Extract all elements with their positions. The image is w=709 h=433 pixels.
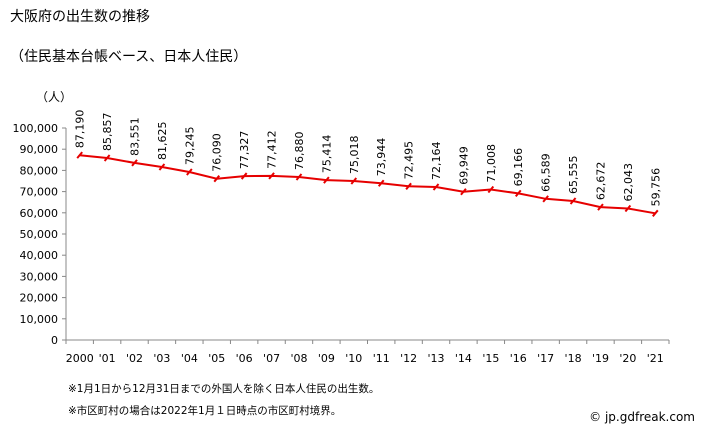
data-point: [597, 203, 604, 211]
data-label: 62,043: [622, 163, 635, 202]
x-tick-label: '07: [263, 352, 280, 365]
data-point: [624, 204, 632, 213]
x-tick-label: '05: [208, 352, 225, 365]
data-point: [131, 159, 138, 167]
x-tick-label: '19: [592, 352, 609, 365]
x-tick-label: '12: [400, 352, 417, 365]
y-tick-label: 40,000: [20, 249, 59, 262]
y-tick-label: 70,000: [20, 186, 59, 199]
x-tick-label: '10: [345, 352, 362, 365]
data-label: 69,949: [457, 146, 470, 185]
footnotes: ※1月1日から12月31日までの外国人を除く日本人住民の出生数。 ※市区町村の場…: [68, 378, 379, 422]
y-tick-label: 60,000: [20, 207, 59, 220]
chart-title: 大阪府の出生数の推移: [10, 9, 150, 25]
chart-subtitle: （住民基本台帳ベース、日本人住民）: [10, 49, 248, 65]
y-tick-label: 90,000: [20, 143, 59, 156]
y-tick-label: 30,000: [20, 270, 59, 283]
data-label: 72,495: [403, 141, 416, 180]
x-tick-label: '02: [126, 352, 143, 365]
x-tick-label: '20: [619, 352, 636, 365]
data-label: 81,625: [156, 121, 169, 160]
x-tick-label: '06: [236, 352, 253, 365]
data-point: [323, 176, 330, 184]
x-tick-label: '18: [565, 352, 582, 365]
data-point: [652, 209, 659, 217]
y-tick-label: 0: [51, 334, 58, 347]
data-point: [514, 189, 522, 198]
x-tick-label: '03: [153, 352, 170, 365]
data-point: [295, 173, 303, 181]
data-label: 77,327: [238, 131, 251, 170]
source-credit: © jp.gdfreak.com: [589, 410, 695, 424]
data-label: 79,245: [183, 127, 196, 166]
x-tick-label: '01: [99, 352, 116, 365]
y-tick-label: 50,000: [20, 228, 59, 241]
x-tick-label: '21: [647, 352, 664, 365]
data-label: 76,880: [293, 132, 306, 171]
x-tick-label: '04: [181, 352, 198, 365]
data-label: 87,190: [74, 110, 87, 149]
data-point: [240, 172, 248, 180]
footnote-2: ※市区町村の場合は2022年1月１日時点の市区町村境界。: [68, 405, 342, 417]
data-point: [213, 175, 221, 183]
data-label: 76,090: [211, 133, 224, 172]
data-point: [76, 151, 83, 159]
data-label: 85,857: [101, 112, 114, 151]
x-tick-label: '15: [482, 352, 499, 365]
data-point: [460, 188, 467, 196]
data-point: [158, 163, 166, 171]
data-point: [377, 179, 385, 187]
data-point: [487, 185, 495, 194]
data-label: 59,756: [649, 168, 662, 207]
x-tick-label: 2000: [66, 352, 94, 365]
y-axis-unit-label: （人）: [36, 90, 73, 104]
x-tick-label: '14: [455, 352, 472, 365]
data-point: [186, 168, 193, 176]
data-label: 69,166: [512, 148, 525, 187]
data-point: [405, 182, 412, 190]
x-tick-label: '17: [537, 352, 554, 365]
data-point: [268, 172, 275, 180]
data-point: [103, 154, 111, 162]
data-point: [432, 183, 440, 191]
data-label: 66,589: [540, 153, 553, 192]
x-tick-label: '13: [428, 352, 445, 365]
y-tick-label: 10,000: [20, 313, 59, 326]
data-label: 77,412: [266, 130, 279, 169]
y-tick-label: 100,000: [13, 122, 59, 135]
data-label: 73,944: [375, 138, 388, 177]
series-line: [79, 154, 656, 215]
data-label: 72,164: [430, 142, 443, 181]
data-label: 75,018: [348, 135, 361, 174]
x-tick-label: '08: [290, 352, 307, 365]
data-label: 62,672: [594, 162, 607, 201]
data-label: 65,555: [567, 156, 580, 195]
data-point: [542, 195, 549, 203]
x-tick-label: '11: [373, 352, 390, 365]
data-label: 83,551: [129, 117, 142, 156]
data-label: 71,008: [485, 144, 498, 183]
data-point: [569, 197, 577, 205]
footnote-1: ※1月1日から12月31日までの外国人を除く日本人住民の出生数。: [68, 383, 380, 395]
x-tick-label: '16: [510, 352, 527, 365]
y-tick-label: 20,000: [20, 292, 59, 305]
data-label: 75,414: [320, 135, 333, 174]
x-tick-label: '09: [318, 352, 335, 365]
data-point: [350, 177, 358, 185]
y-tick-label: 80,000: [20, 164, 59, 177]
